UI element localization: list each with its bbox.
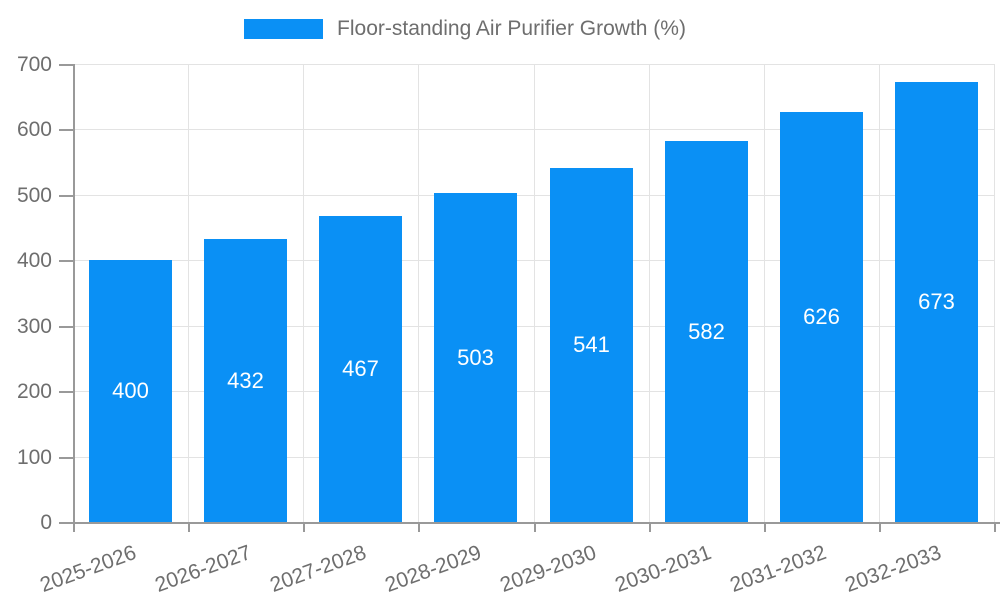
x-tick: [879, 522, 881, 532]
bar: 503: [434, 193, 517, 522]
legend-swatch: [244, 19, 324, 39]
y-tick: [59, 195, 73, 197]
x-tick: [994, 522, 996, 532]
y-tick-label: 100: [16, 446, 52, 469]
y-tick: [59, 64, 73, 66]
y-gridline: [73, 64, 994, 65]
bar-value-label: 432: [227, 367, 264, 393]
x-tick: [534, 522, 536, 532]
y-gridline: [73, 195, 994, 196]
x-gridline: [879, 64, 880, 522]
x-tick-label: 2026-2027: [151, 541, 254, 597]
bar-value-label: 673: [918, 289, 955, 314]
y-axis-line: [73, 64, 75, 532]
x-tick: [303, 522, 305, 532]
bar-value-label: 626: [803, 304, 840, 329]
y-tick-label: 200: [16, 380, 52, 403]
bar-value-label: 467: [342, 356, 379, 381]
x-tick-label: 2030-2031: [611, 541, 714, 597]
x-gridline: [534, 64, 535, 522]
x-tick-label: 2025-2026: [36, 541, 139, 597]
x-gridline: [418, 64, 419, 522]
x-gridline: [994, 64, 995, 522]
x-gridline: [303, 64, 304, 522]
x-tick: [764, 522, 766, 532]
y-tick-label: 500: [16, 184, 52, 207]
x-tick: [649, 522, 651, 532]
y-gridline: [73, 326, 994, 327]
x-tick-label: 2027-2028: [266, 541, 369, 597]
bar: 626: [780, 112, 863, 522]
bar: 432: [204, 239, 287, 522]
x-tick: [188, 522, 190, 532]
y-gridline: [73, 260, 994, 261]
bar-value-label: 400: [112, 378, 149, 403]
x-gridline: [188, 64, 189, 522]
x-gridline: [764, 64, 765, 522]
x-axis-line: [59, 522, 1000, 524]
x-tick-label: 2032-2033: [841, 541, 944, 597]
bar: 400: [89, 260, 172, 522]
y-tick: [59, 457, 73, 459]
bar-value-label: 503: [457, 344, 494, 370]
bar: 582: [665, 141, 748, 522]
x-tick-label: 2029-2030: [496, 541, 599, 597]
y-tick-label: 600: [16, 118, 52, 141]
y-gridline: [73, 391, 994, 392]
y-tick-label: 300: [16, 315, 52, 338]
x-tick: [418, 522, 420, 532]
x-gridline: [649, 64, 650, 522]
y-tick-label: 0: [40, 511, 52, 534]
bar: 541: [550, 168, 633, 522]
bar: 673: [895, 82, 978, 522]
bar-value-label: 541: [573, 332, 610, 357]
x-tick-label: 2031-2032: [726, 541, 829, 597]
legend[interactable]: Floor-standing Air Purifier Growth (%): [0, 14, 930, 44]
x-tick-label: 2028-2029: [381, 541, 484, 597]
bar-value-label: 582: [688, 318, 725, 344]
bar: 467: [319, 216, 402, 522]
y-tick: [59, 129, 73, 131]
y-tick: [59, 260, 73, 262]
y-tick-label: 400: [16, 249, 52, 272]
y-tick-label: 700: [16, 53, 52, 76]
y-tick: [59, 391, 73, 393]
legend-label: Floor-standing Air Purifier Growth (%): [337, 17, 686, 40]
y-tick: [59, 326, 73, 328]
y-gridline: [73, 457, 994, 458]
y-gridline: [73, 129, 994, 130]
